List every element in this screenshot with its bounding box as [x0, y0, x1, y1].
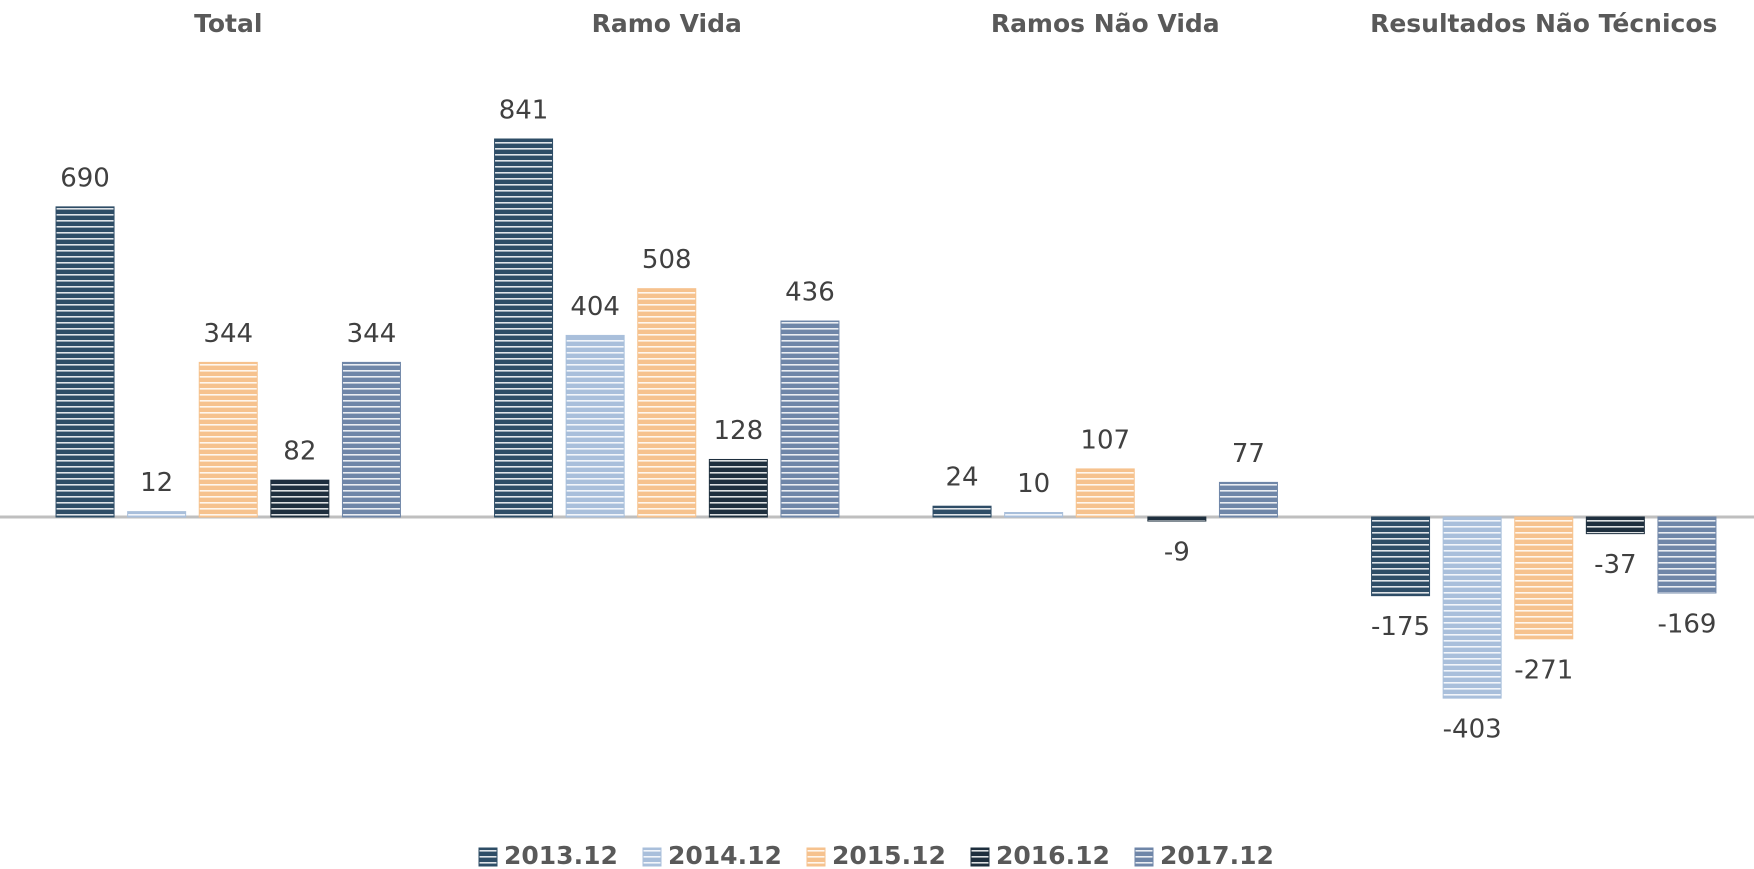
category-title: Ramos Não Vida — [991, 9, 1220, 38]
bar — [198, 361, 258, 518]
legend-swatch — [806, 847, 826, 867]
data-label: 841 — [499, 96, 549, 126]
bar — [1004, 512, 1064, 518]
bar — [1075, 468, 1135, 518]
data-label: 128 — [714, 416, 764, 446]
data-label: 24 — [946, 463, 979, 493]
bar — [55, 206, 115, 518]
data-label: 436 — [785, 278, 835, 308]
data-label: -37 — [1594, 550, 1636, 580]
legend-label: 2016.12 — [996, 841, 1110, 869]
data-label: 107 — [1080, 425, 1130, 455]
data-label: -175 — [1371, 612, 1430, 642]
data-label: -403 — [1443, 715, 1502, 745]
legend-swatch — [1134, 847, 1154, 867]
bar — [565, 334, 625, 518]
legend-label: 2017.12 — [1160, 841, 1274, 869]
legend-swatch — [970, 847, 990, 867]
data-label: 77 — [1232, 439, 1265, 469]
data-label: 690 — [60, 163, 110, 193]
legend-swatch — [478, 847, 498, 867]
data-label: 404 — [570, 292, 620, 322]
bar — [1442, 516, 1502, 699]
category-title: Total — [194, 9, 262, 38]
bar — [494, 138, 554, 518]
bar — [1514, 516, 1574, 640]
data-label: 344 — [203, 319, 253, 349]
legend-label: 2013.12 — [504, 841, 618, 869]
data-label: 10 — [1017, 469, 1050, 499]
bar — [637, 288, 697, 518]
bar — [1147, 516, 1207, 522]
bar — [780, 320, 840, 518]
bar — [708, 458, 768, 518]
bar — [270, 479, 330, 518]
data-label: -271 — [1514, 655, 1573, 685]
data-label: -169 — [1657, 609, 1716, 639]
bar — [127, 511, 187, 518]
bar — [1585, 516, 1645, 535]
legend-label: 2015.12 — [832, 841, 946, 869]
bar — [1218, 481, 1278, 518]
legend-swatch — [642, 847, 662, 867]
category-title: Ramo Vida — [592, 9, 742, 38]
category-title: Resultados Não Técnicos — [1370, 9, 1717, 38]
data-label: -9 — [1164, 538, 1190, 568]
bar — [932, 505, 992, 518]
bar — [1371, 516, 1431, 597]
data-label: 12 — [140, 468, 173, 498]
legend-label: 2014.12 — [668, 841, 782, 869]
bar — [1657, 516, 1717, 594]
bar — [341, 361, 401, 518]
data-label: 508 — [642, 245, 692, 275]
data-label: 344 — [347, 319, 397, 349]
data-label: 82 — [283, 437, 316, 467]
